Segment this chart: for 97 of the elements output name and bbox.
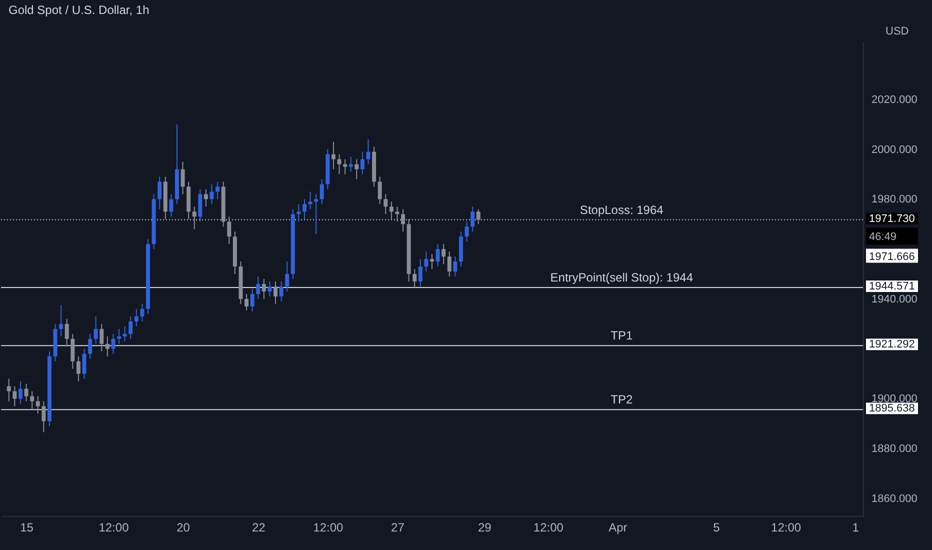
candlestick: [412, 268, 417, 288]
x-tick-label: 5: [713, 520, 720, 534]
x-tick-label: 27: [391, 520, 405, 534]
ref-line-label: 1895.638: [869, 402, 915, 415]
ref-line-label: 1971.730: [869, 212, 915, 225]
candlestick: [476, 208, 480, 225]
candlestick: [216, 181, 220, 200]
candlestick: [244, 293, 249, 311]
chart-title: Gold Spot / U.S. Dollar, 1h: [8, 3, 150, 17]
candlestick: [424, 251, 428, 272]
candlestick: [418, 258, 422, 287]
candlestick: [180, 161, 185, 195]
x-tick-label: 12:00: [771, 520, 802, 534]
candlestick: [279, 280, 284, 302]
candlestick: [82, 348, 86, 380]
annotation: StopLoss: 1964: [580, 202, 664, 217]
candlestick: [464, 221, 469, 242]
candlestick: [192, 206, 196, 230]
candlestick: [430, 254, 434, 270]
candlestick: [337, 154, 342, 175]
x-tick-label: 12:00: [98, 520, 130, 534]
x-tick-label: 20: [176, 520, 190, 534]
x-tick-label: 15: [20, 520, 34, 534]
candlestick: [204, 188, 208, 208]
candlestick: [256, 276, 260, 300]
candlestick: [285, 261, 290, 292]
candlestick: [227, 216, 232, 245]
candlestick: [30, 390, 34, 410]
candlestick: [250, 288, 254, 312]
candlestick: [360, 151, 364, 175]
candlestick: [470, 206, 475, 232]
candlestick: [6, 378, 11, 402]
candlestick: [12, 386, 17, 407]
ref-line-label: 1944.571: [869, 280, 915, 293]
candlestick: [296, 204, 301, 222]
x-tick-label: 12:00: [313, 520, 344, 534]
annotation: TP1: [610, 328, 633, 343]
y-tick-label: 1880.000: [872, 443, 918, 456]
candlestick: [140, 303, 144, 322]
candlestick: [274, 280, 278, 304]
candlestick: [302, 198, 306, 220]
candlestick: [262, 278, 266, 300]
candlestick: [442, 244, 446, 265]
x-tick-label: 22: [252, 520, 266, 534]
candlestick: [64, 318, 69, 347]
x-tick-label: 12:00: [533, 520, 564, 534]
candlestick: [105, 336, 110, 357]
candlestick: [320, 178, 324, 205]
candlestick: [331, 141, 336, 170]
candlestick: [169, 194, 174, 218]
candlestick: [401, 208, 406, 232]
candlestick: [198, 188, 202, 222]
candlestick: [100, 323, 104, 352]
candlestick: [314, 194, 318, 235]
candlestick: [354, 158, 359, 180]
annotation: TP2: [610, 392, 633, 407]
candlestick: [134, 308, 138, 327]
candlestick: [94, 316, 98, 344]
candlestick: [128, 316, 133, 340]
candlestick: [111, 333, 116, 354]
candlestick: [122, 326, 127, 342]
candlestick: [384, 194, 388, 215]
y-axis-title: USD: [886, 26, 909, 38]
candlestick: [36, 396, 40, 414]
candlestick: [210, 184, 214, 205]
text: 1971.666: [869, 250, 915, 263]
candlestick: [395, 206, 400, 222]
candlestick: [389, 201, 394, 220]
candlestick: [24, 383, 28, 402]
candlestick: [308, 191, 312, 210]
candlestick: [348, 156, 353, 172]
candlestick: [366, 138, 370, 165]
candlestick: [268, 280, 272, 297]
y-tick-label: 2020.000: [872, 94, 918, 106]
x-tick-label: 29: [478, 520, 492, 534]
x-tick-label: 1: [852, 520, 860, 534]
candlestick: [447, 251, 452, 278]
y-tick-label: 1860.000: [872, 493, 918, 506]
y-tick-label: 1980.000: [872, 194, 918, 206]
candlestick: [343, 158, 348, 175]
y-tick-label: 1940.000: [872, 293, 918, 306]
y-tick-label: 2000.000: [872, 144, 918, 156]
candlestick: [18, 380, 22, 404]
candlestick: [88, 333, 92, 360]
candlestick: [378, 176, 382, 205]
candlestick: [42, 400, 46, 433]
candlestick: [76, 356, 80, 382]
x-tick-label: Apr: [608, 520, 628, 534]
ref-line-label: 1921.292: [869, 338, 915, 351]
candlestick: [453, 256, 458, 278]
candlestick: [59, 304, 64, 337]
candlestick: [117, 328, 122, 344]
text: 46:49: [869, 230, 897, 243]
candlestick: [436, 244, 440, 268]
annotation: EntryPoint(sell Stop): 1944: [550, 270, 694, 285]
candlestick: [70, 333, 75, 370]
candlestick: [158, 176, 162, 210]
